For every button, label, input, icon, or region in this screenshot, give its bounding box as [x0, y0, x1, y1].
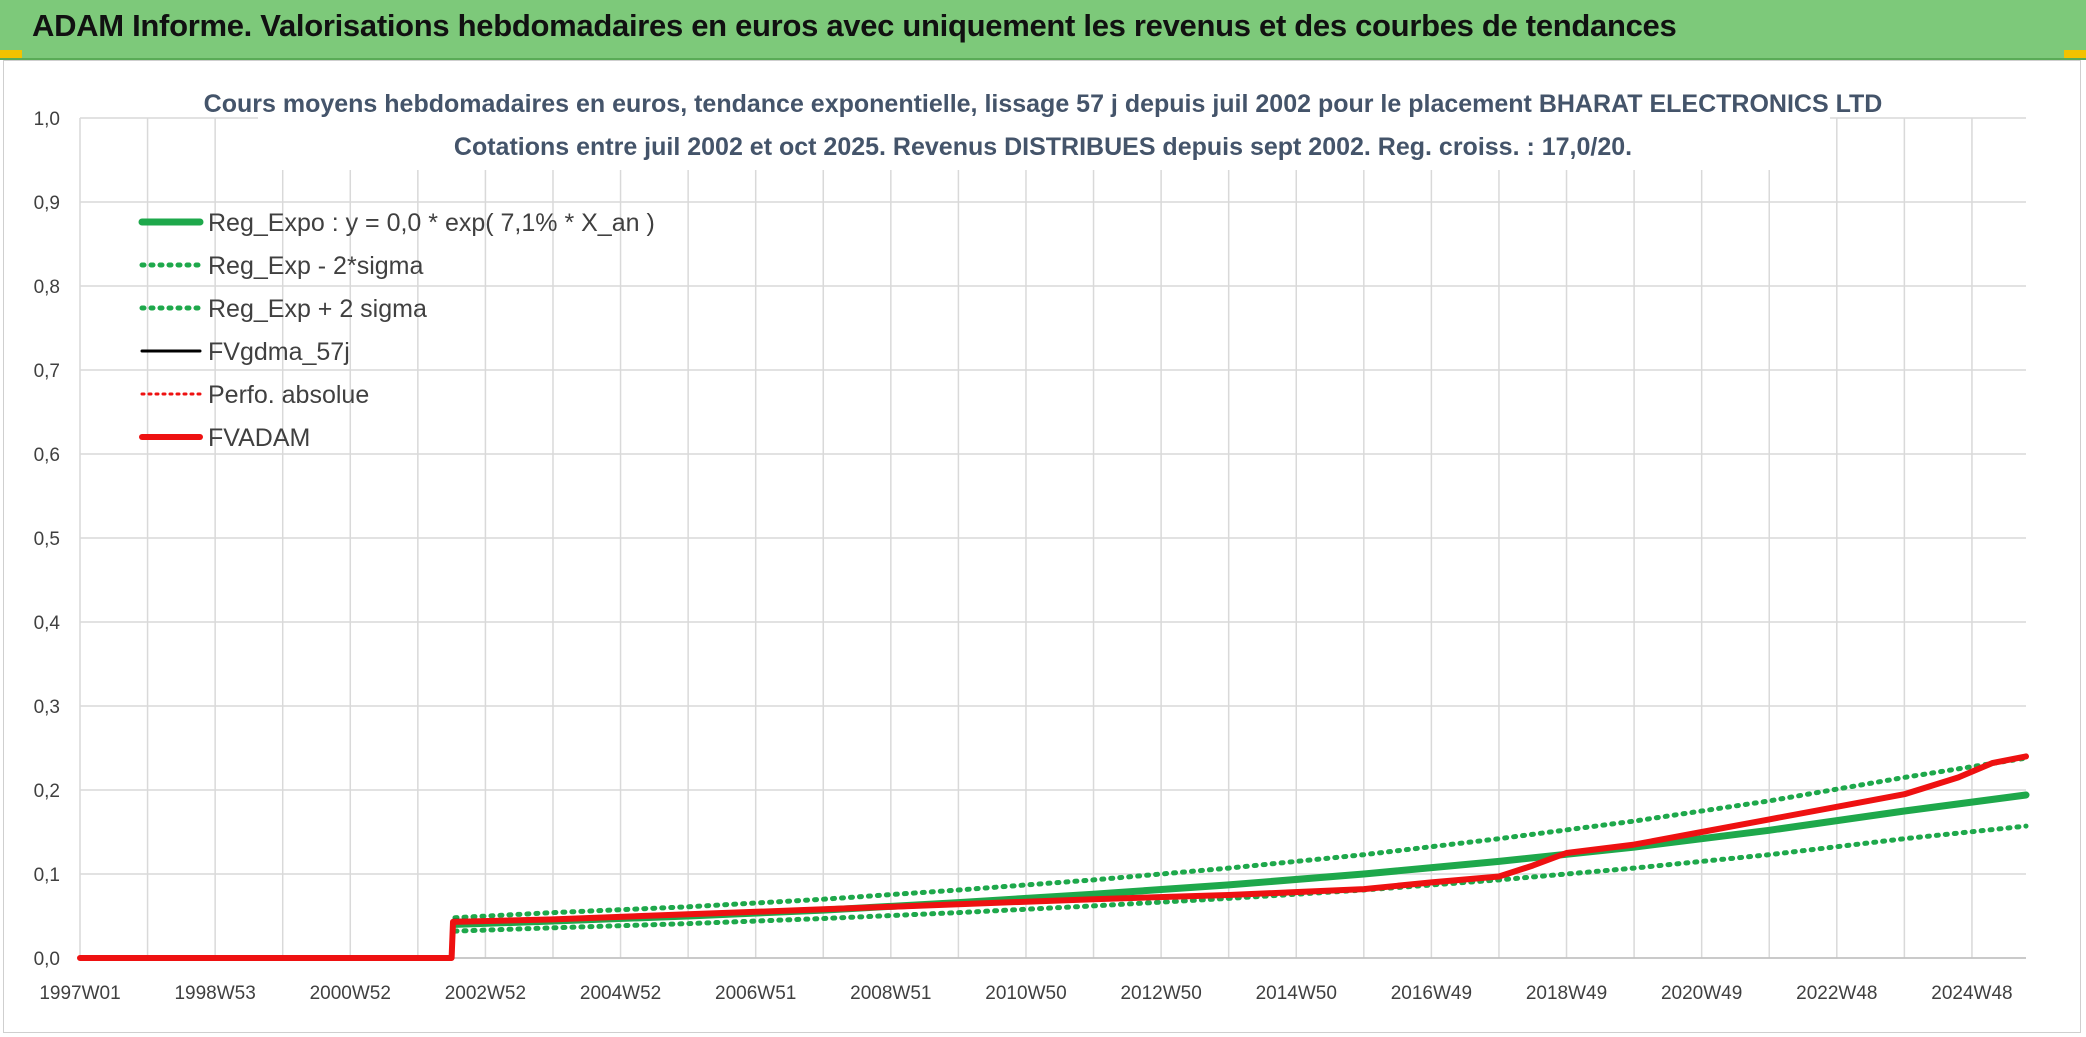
- y-tick-label: 0,3: [34, 697, 60, 718]
- y-tick-label: 0,4: [34, 613, 61, 634]
- legend-label-fvadam: FVADAM: [208, 424, 310, 452]
- corner-marker-right: [2064, 50, 2086, 58]
- x-tick-label: 2006W51: [715, 983, 796, 1004]
- y-tick-label: 0,7: [34, 361, 60, 382]
- chart-gridlines: [79, 117, 2026, 959]
- x-tick-label: 2018W49: [1526, 983, 1607, 1004]
- x-tick-label: 1997W01: [39, 983, 120, 1004]
- x-tick-label: 1998W53: [174, 983, 255, 1004]
- y-tick-label: 0,0: [34, 949, 60, 970]
- x-tick-label: 2014W50: [1256, 983, 1337, 1004]
- series-line-fvadam: [77, 753, 2029, 961]
- y-tick-label: 0,1: [34, 865, 60, 886]
- legend-label-fvgdma: FVgdma_57j: [208, 338, 350, 366]
- chart-frame: [3, 60, 2081, 1033]
- x-tick-label: 2004W52: [580, 983, 661, 1004]
- y-tick-label: 0,8: [34, 277, 60, 298]
- report-banner: ADAM Informe. Valorisations hebdomadaire…: [0, 0, 2086, 60]
- chart-subtitle: Cotations entre juil 2002 et oct 2025. R…: [454, 133, 1632, 161]
- series-line-reg_minus: [452, 823, 2029, 934]
- report-title: ADAM Informe. Valorisations hebdomadaire…: [32, 8, 1677, 43]
- y-tick-label: 1,0: [34, 109, 60, 130]
- y-tick-label: 0,2: [34, 781, 60, 802]
- y-tick-label: 0,6: [34, 445, 60, 466]
- legend-label-reg_plus: Reg_Exp + 2 sigma: [208, 295, 427, 323]
- x-tick-label: 2024W48: [1931, 983, 2012, 1004]
- corner-marker-left: [0, 50, 22, 58]
- chart-title-box: Cours moyens hebdomadaires en euros, ten…: [204, 82, 1883, 170]
- chart-legend: Reg_Expo : y = 0,0 * exp( 7,1% * X_an ) R…: [138, 209, 655, 452]
- x-tick-label: 2002W52: [445, 983, 526, 1004]
- chart-axis-ticks: 0,0 0,1 0,2 0,3 0,4 0,5 0,6 0,7 0,8 0,9 1,0 1997W01…: [34, 109, 2013, 1004]
- y-tick-label: 0,5: [34, 529, 60, 550]
- chart-series: [77, 753, 2030, 961]
- legend-label-reg: Reg_Expo : y = 0,0 * exp( 7,1% * X_an ): [208, 209, 655, 237]
- x-tick-label: 2012W50: [1120, 983, 1201, 1004]
- x-tick-label: 2022W48: [1796, 983, 1877, 1004]
- x-tick-label: 2020W49: [1661, 983, 1742, 1004]
- y-tick-label: 0,9: [34, 193, 60, 214]
- x-tick-label: 2010W50: [985, 983, 1066, 1004]
- x-tick-label: 2008W51: [850, 983, 931, 1004]
- chart-title: Cours moyens hebdomadaires en euros, ten…: [204, 90, 1883, 118]
- series-line-reg_plus: [452, 755, 2029, 921]
- legend-label-perfo: Perfo. absolue: [208, 381, 369, 409]
- legend-label-reg_minus: Reg_Exp - 2*sigma: [208, 252, 423, 280]
- x-tick-label: 2016W49: [1391, 983, 1472, 1004]
- x-tick-label: 2000W52: [310, 983, 391, 1004]
